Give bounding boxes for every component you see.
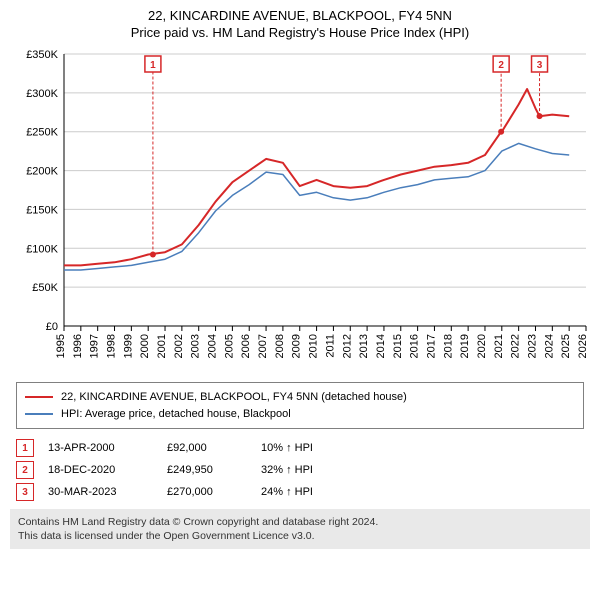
chart-title-line2: Price paid vs. HM Land Registry's House …: [10, 25, 590, 40]
events-table: 1 13-APR-2000 £92,000 10% ↑ HPI 2 18-DEC…: [16, 435, 584, 505]
svg-text:2008: 2008: [274, 334, 286, 358]
event-price: £270,000: [167, 486, 247, 498]
svg-text:2006: 2006: [240, 334, 252, 358]
svg-text:2002: 2002: [173, 334, 185, 358]
svg-text:2025: 2025: [560, 334, 572, 358]
event-row: 1 13-APR-2000 £92,000 10% ↑ HPI: [16, 439, 584, 457]
svg-text:2019: 2019: [459, 334, 471, 358]
event-marker: 2: [16, 461, 34, 479]
footer-line: Contains HM Land Registry data © Crown c…: [18, 515, 582, 529]
legend-label: HPI: Average price, detached house, Blac…: [61, 406, 291, 423]
chart-title-line1: 22, KINCARDINE AVENUE, BLACKPOOL, FY4 5N…: [10, 8, 590, 23]
svg-text:1995: 1995: [55, 334, 67, 358]
title-block: 22, KINCARDINE AVENUE, BLACKPOOL, FY4 5N…: [10, 6, 590, 46]
svg-text:2015: 2015: [392, 334, 404, 358]
event-delta: 10% ↑ HPI: [261, 442, 313, 454]
legend-swatch: [25, 413, 53, 415]
svg-text:2001: 2001: [156, 334, 168, 358]
svg-text:£0: £0: [46, 321, 58, 333]
svg-text:2022: 2022: [510, 334, 522, 358]
event-price: £249,950: [167, 464, 247, 476]
svg-text:£350K: £350K: [26, 49, 58, 61]
svg-text:2004: 2004: [207, 334, 219, 358]
legend-label: 22, KINCARDINE AVENUE, BLACKPOOL, FY4 5N…: [61, 389, 407, 406]
svg-text:1999: 1999: [122, 334, 134, 358]
svg-text:£250K: £250K: [26, 127, 58, 139]
svg-text:£100K: £100K: [26, 243, 58, 255]
svg-text:1996: 1996: [72, 334, 84, 358]
svg-text:2007: 2007: [257, 334, 269, 358]
svg-text:2000: 2000: [139, 334, 151, 358]
event-row: 2 18-DEC-2020 £249,950 32% ↑ HPI: [16, 461, 584, 479]
svg-text:3: 3: [537, 60, 543, 71]
copyright-footer: Contains HM Land Registry data © Crown c…: [10, 509, 590, 549]
legend-box: 22, KINCARDINE AVENUE, BLACKPOOL, FY4 5N…: [16, 382, 584, 429]
event-marker: 3: [16, 483, 34, 501]
svg-text:£300K: £300K: [26, 88, 58, 100]
svg-text:2012: 2012: [341, 334, 353, 358]
page-wrapper: 22, KINCARDINE AVENUE, BLACKPOOL, FY4 5N…: [0, 0, 600, 590]
event-date: 30-MAR-2023: [48, 486, 153, 498]
footer-line: This data is licensed under the Open Gov…: [18, 529, 582, 543]
svg-text:2018: 2018: [442, 334, 454, 358]
svg-text:2009: 2009: [291, 334, 303, 358]
event-delta: 24% ↑ HPI: [261, 486, 313, 498]
event-row: 3 30-MAR-2023 £270,000 24% ↑ HPI: [16, 483, 584, 501]
legend-swatch: [25, 396, 53, 398]
svg-text:£200K: £200K: [26, 166, 58, 178]
svg-text:2013: 2013: [358, 334, 370, 358]
event-delta: 32% ↑ HPI: [261, 464, 313, 476]
svg-text:2024: 2024: [543, 334, 555, 358]
svg-text:2005: 2005: [223, 334, 235, 358]
svg-text:1: 1: [150, 60, 156, 71]
svg-text:2023: 2023: [526, 334, 538, 358]
event-marker: 1: [16, 439, 34, 457]
legend-item: HPI: Average price, detached house, Blac…: [25, 406, 575, 423]
svg-text:2: 2: [498, 60, 504, 71]
svg-text:2014: 2014: [375, 334, 387, 358]
svg-text:2010: 2010: [308, 334, 320, 358]
event-price: £92,000: [167, 442, 247, 454]
svg-text:1998: 1998: [106, 334, 118, 358]
svg-text:2017: 2017: [425, 334, 437, 358]
svg-text:2021: 2021: [493, 334, 505, 358]
svg-text:1997: 1997: [89, 334, 101, 358]
svg-text:£50K: £50K: [32, 282, 58, 294]
svg-text:2003: 2003: [190, 334, 202, 358]
svg-text:2016: 2016: [409, 334, 421, 358]
legend-item: 22, KINCARDINE AVENUE, BLACKPOOL, FY4 5N…: [25, 389, 575, 406]
price-chart: £0 £50K £100K £150K £200K £250K £300K £350K 1995…: [10, 46, 590, 376]
event-date: 13-APR-2000: [48, 442, 153, 454]
svg-text:£150K: £150K: [26, 204, 58, 216]
svg-text:2011: 2011: [324, 334, 336, 358]
svg-text:2020: 2020: [476, 334, 488, 358]
event-date: 18-DEC-2020: [48, 464, 153, 476]
svg-text:2026: 2026: [577, 334, 589, 358]
